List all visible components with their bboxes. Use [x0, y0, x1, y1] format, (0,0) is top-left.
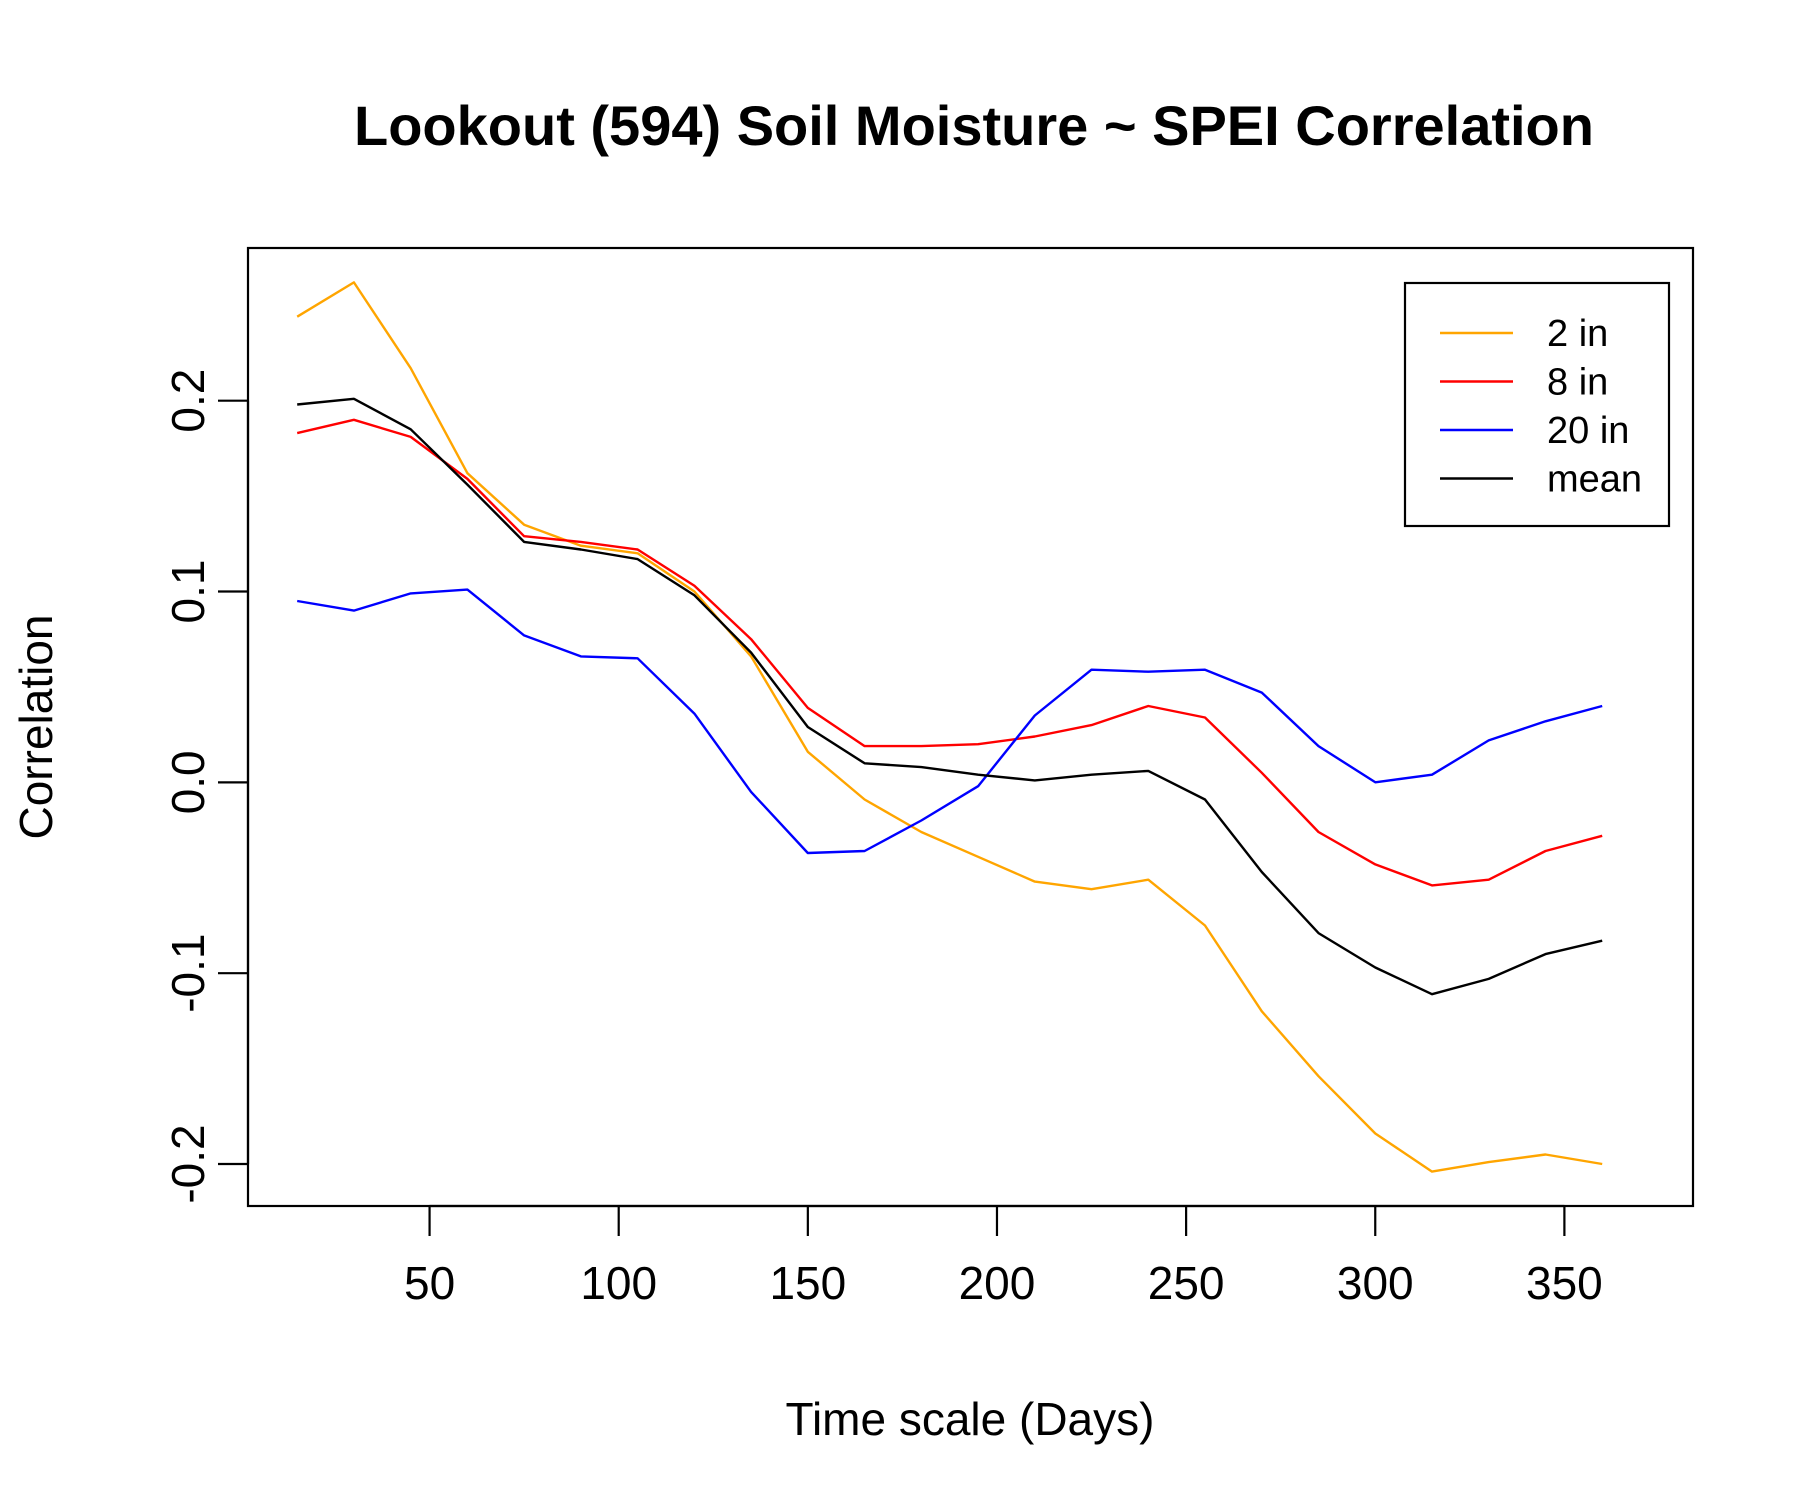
legend: 2 in 8 in 20 in mean — [1403, 281, 1671, 528]
series-line-2-in — [296, 281, 1603, 1173]
x-axis: 50 100 150 200 250 300 350 — [404, 1204, 1603, 1309]
y-tick-label: -0.1 — [162, 934, 214, 1013]
x-tick-label: 350 — [1526, 1257, 1603, 1309]
series-line-mean — [297, 397, 1603, 996]
legend-box — [1403, 281, 1671, 528]
series-line-20-in — [296, 588, 1603, 855]
legend-label-8-in: 8 in — [1547, 362, 1608, 404]
x-tick-label: 200 — [959, 1257, 1036, 1309]
x-tick-label: 50 — [404, 1257, 455, 1309]
x-axis-label: Time scale (Days) — [786, 1393, 1155, 1445]
x-tick-label: 300 — [1337, 1257, 1414, 1309]
y-tick-label: 0.2 — [162, 369, 214, 433]
chart-title: Lookout (594) Soil Moisture ~ SPEI Corre… — [354, 94, 1594, 157]
legend-label-20-in: 20 in — [1547, 410, 1629, 452]
series-line-8-in — [296, 418, 1603, 887]
legend-label-2-in: 2 in — [1547, 313, 1608, 355]
y-tick-label: 0.0 — [162, 750, 214, 814]
legend-label-mean: mean — [1547, 459, 1642, 501]
y-tick-label: 0.1 — [162, 560, 214, 624]
y-axis-label: Correlation — [10, 615, 62, 840]
x-tick-label: 100 — [580, 1257, 657, 1309]
x-tick-label: 150 — [769, 1257, 846, 1309]
y-axis: -0.2 -0.1 0.0 0.1 0.2 — [162, 369, 250, 1204]
y-tick-label: -0.2 — [162, 1124, 214, 1203]
series-layer — [296, 281, 1603, 1173]
x-tick-label: 250 — [1148, 1257, 1225, 1309]
